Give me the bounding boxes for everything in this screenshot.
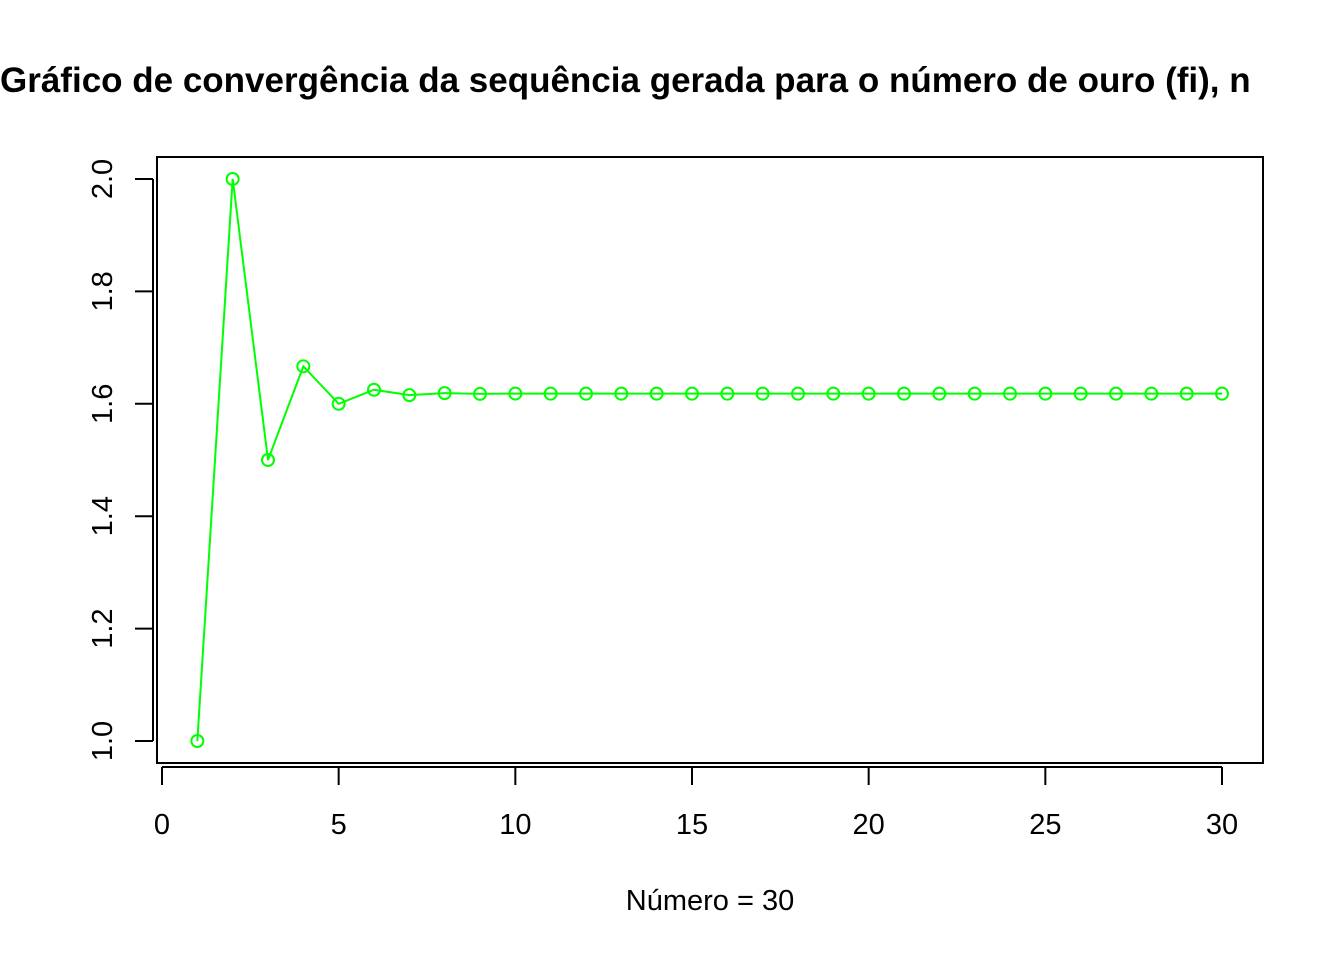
y-tick-label: 1.2	[87, 608, 119, 648]
data-point	[932, 386, 947, 401]
data-point	[826, 386, 841, 401]
x-tick-label: 20	[853, 809, 885, 841]
x-tick-label: 15	[676, 809, 708, 841]
series-line	[196, 178, 1222, 742]
y-tick-label: 1.4	[87, 496, 119, 536]
data-point	[897, 386, 911, 401]
data-point	[508, 386, 523, 401]
x-tick-label: 5	[331, 809, 347, 841]
x-axis: 0 5 10 15 20 25 30	[154, 766, 1238, 841]
y-tick-label: 1.0	[87, 721, 119, 761]
data-point	[402, 388, 417, 403]
data-point	[1144, 386, 1159, 401]
data-point	[473, 386, 487, 401]
data-point	[579, 386, 593, 401]
data-point	[367, 382, 381, 397]
y-tick-label: 2.0	[87, 159, 119, 199]
data-point	[1038, 386, 1053, 401]
y-tick-label: 1.8	[87, 271, 119, 311]
data-point	[720, 386, 735, 401]
data-point	[614, 386, 629, 401]
data-point	[543, 386, 558, 401]
chart-title: Gráfico de convergência da sequência ger…	[0, 61, 1251, 100]
data-point	[1215, 386, 1229, 401]
x-tick-label: 30	[1206, 809, 1238, 841]
data-point	[190, 734, 205, 748]
data-point	[685, 386, 699, 401]
x-tick-label: 25	[1029, 809, 1061, 841]
plot-frame	[156, 156, 1264, 764]
data-point	[1179, 386, 1194, 401]
series-points	[190, 172, 1229, 748]
x-tick-label: 10	[499, 809, 531, 841]
data-point	[1109, 386, 1123, 401]
data-point	[755, 386, 770, 401]
y-axis: 1.0 1.2 1.4 1.6 1.8 2.0	[87, 159, 154, 761]
data-point	[296, 359, 311, 374]
x-tick-label: 0	[154, 809, 170, 841]
data-point	[967, 386, 982, 401]
y-tick-label: 1.6	[87, 384, 119, 424]
data-point	[225, 172, 240, 186]
data-point	[1073, 386, 1088, 401]
data-point	[331, 396, 346, 411]
data-point	[649, 386, 664, 401]
data-point	[791, 386, 805, 401]
data-point	[861, 386, 876, 401]
data-point	[1003, 386, 1017, 401]
data-point	[261, 453, 275, 467]
data-point	[437, 386, 452, 401]
x-axis-label: Número = 30	[626, 885, 794, 917]
